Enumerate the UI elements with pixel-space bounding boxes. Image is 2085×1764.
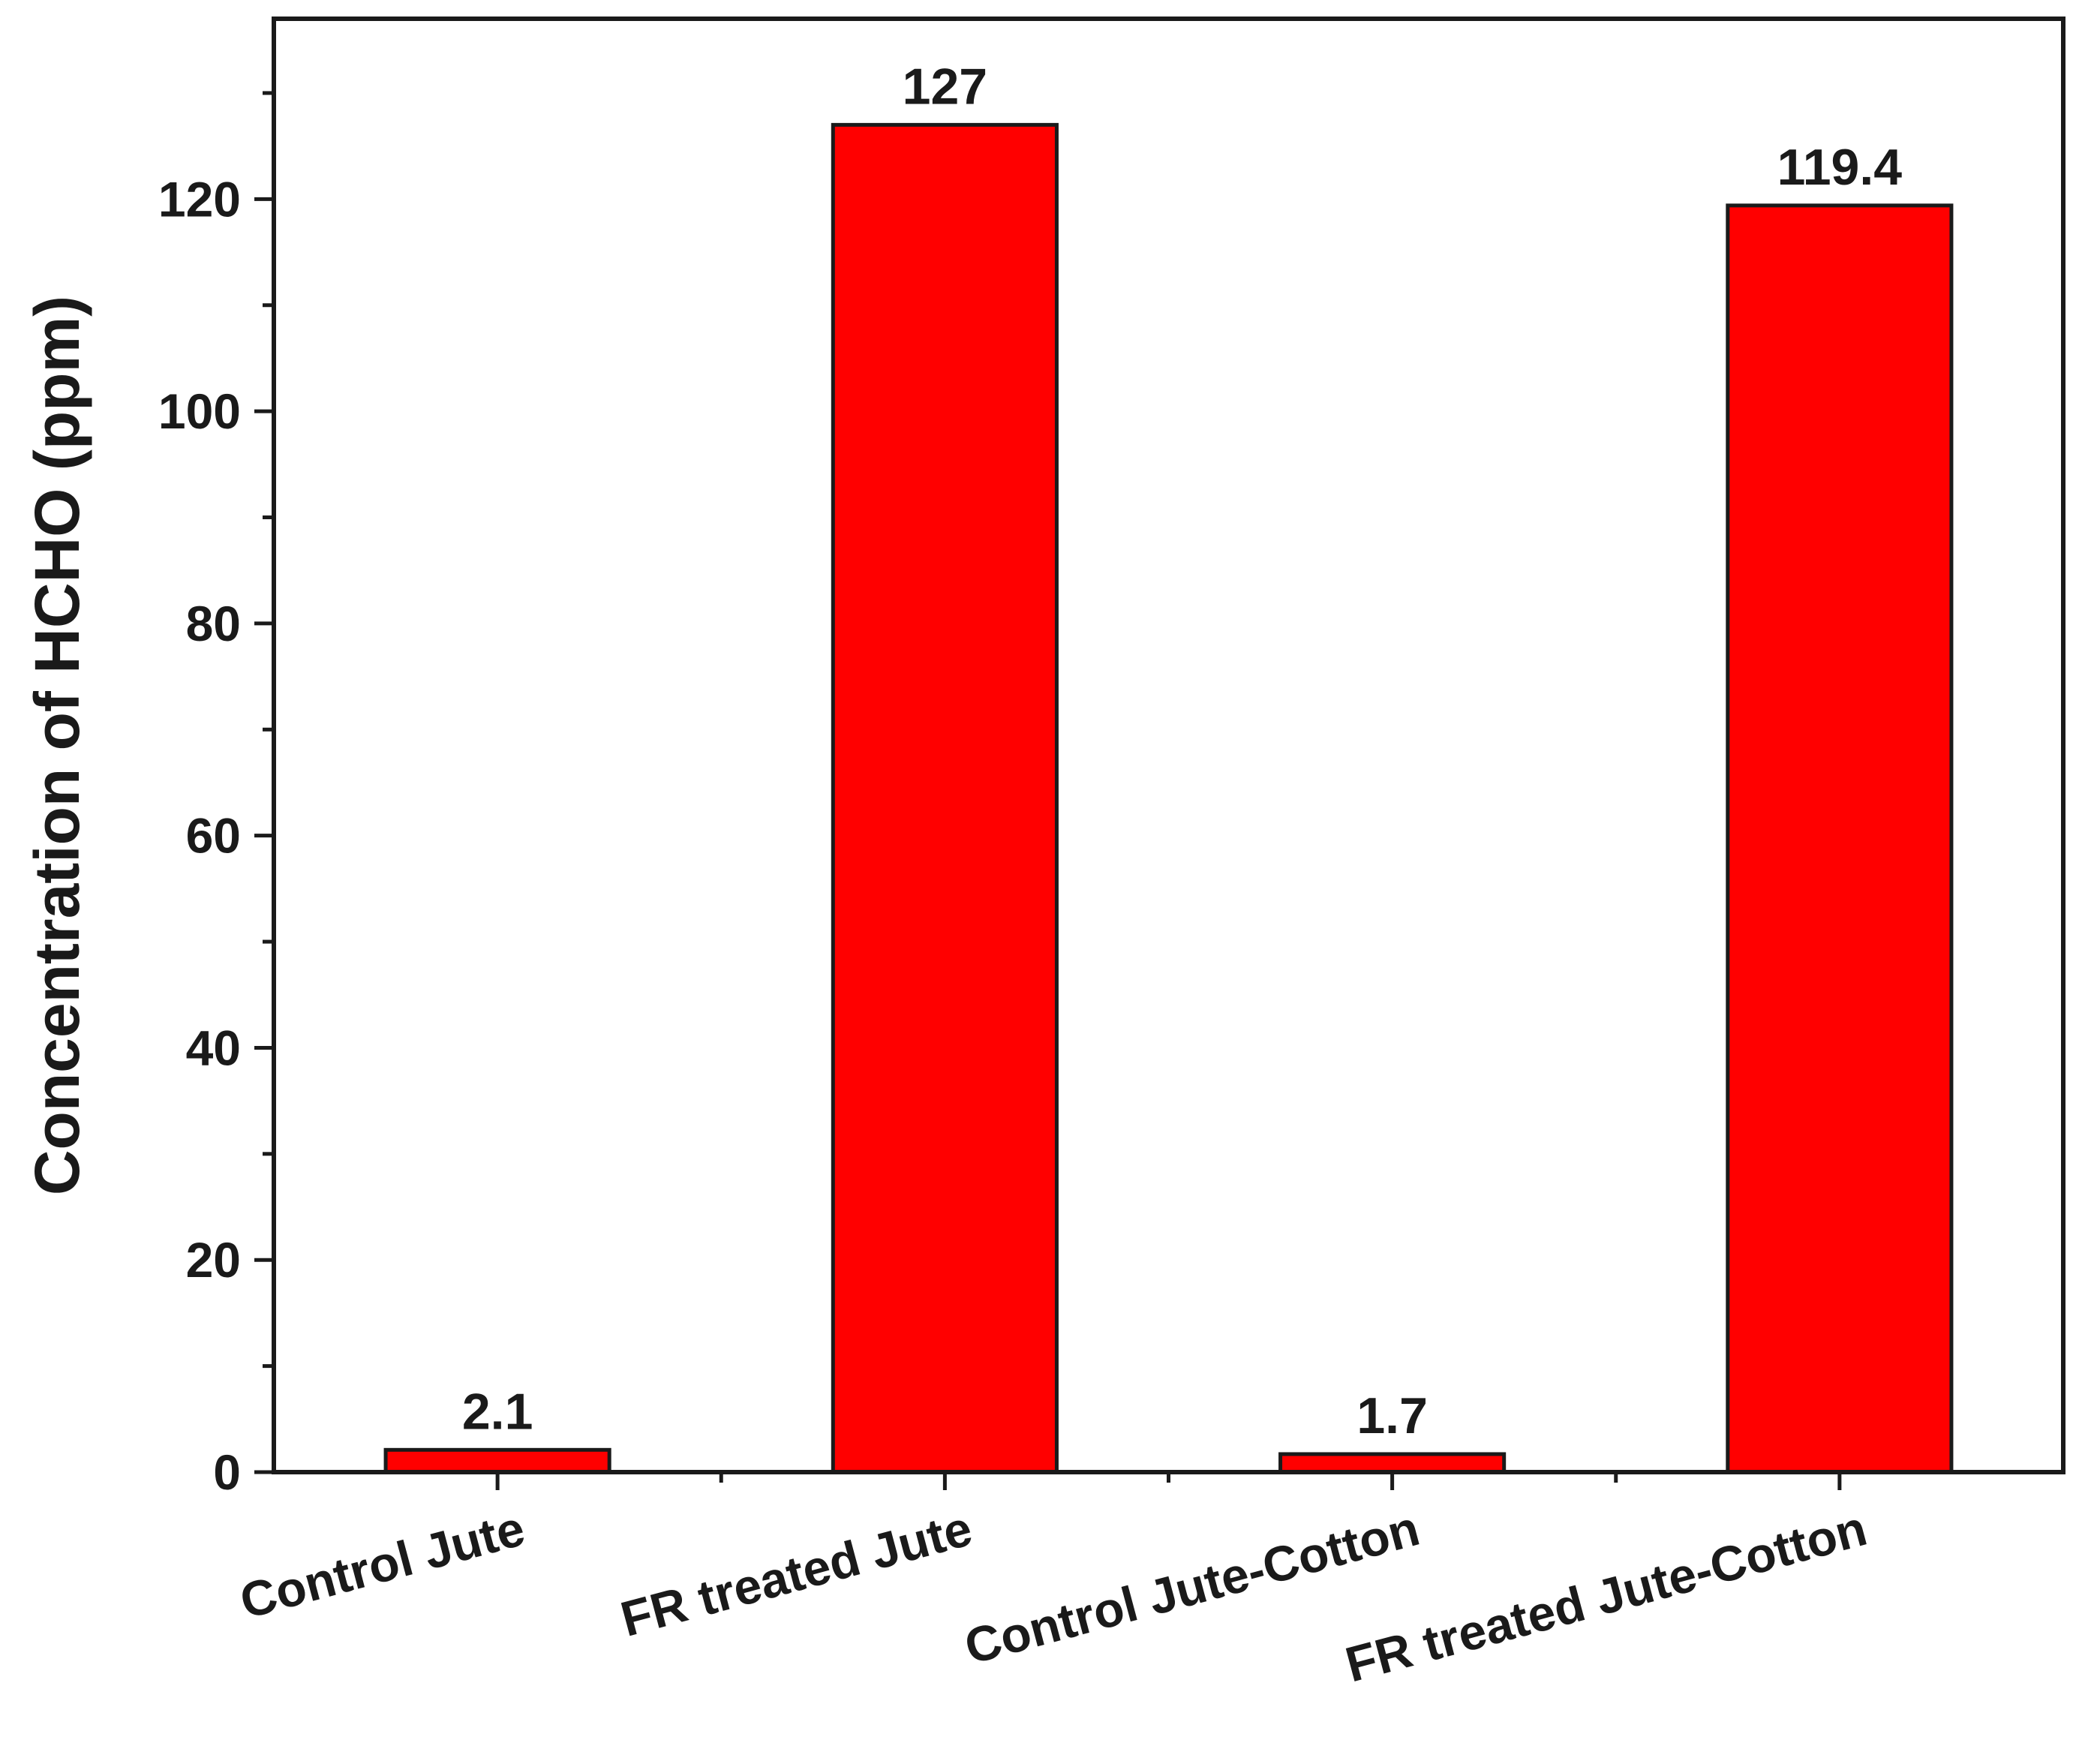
data-label-0: 2.1 (462, 1383, 533, 1440)
y-tick-label-1: 20 (186, 1232, 241, 1288)
bar-2 (1278, 1452, 1507, 1474)
data-label-1: 127 (903, 58, 987, 115)
data-label-2: 1.7 (1356, 1387, 1428, 1444)
bar-3 (1726, 203, 1954, 1474)
y-tick-label-5: 100 (158, 383, 241, 439)
y-tick-label-0: 0 (213, 1444, 241, 1500)
y-tick-label-6: 120 (158, 171, 241, 227)
y-tick-label-3: 60 (186, 808, 241, 864)
y-axis-title: Concentration of HCHO (ppm) (22, 296, 92, 1195)
bar-0 (383, 1447, 611, 1474)
x-tick-label-3: FR treated Jute-Cotton (1340, 1500, 1873, 1693)
bar-1 (831, 122, 1059, 1474)
x-tick-label-1: FR treated Jute (615, 1500, 978, 1647)
x-tick-label-0: Control Jute (234, 1500, 530, 1629)
bars-layer (383, 122, 1954, 1474)
y-tick-label-4: 80 (186, 596, 241, 651)
y-tick-label-2: 40 (186, 1020, 241, 1075)
data-label-3: 119.4 (1777, 139, 1903, 196)
ticks-layer (254, 91, 1842, 1490)
